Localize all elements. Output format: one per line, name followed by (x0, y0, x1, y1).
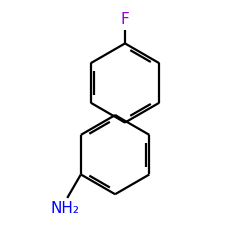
Text: NH₂: NH₂ (50, 201, 79, 216)
Text: F: F (120, 12, 130, 27)
